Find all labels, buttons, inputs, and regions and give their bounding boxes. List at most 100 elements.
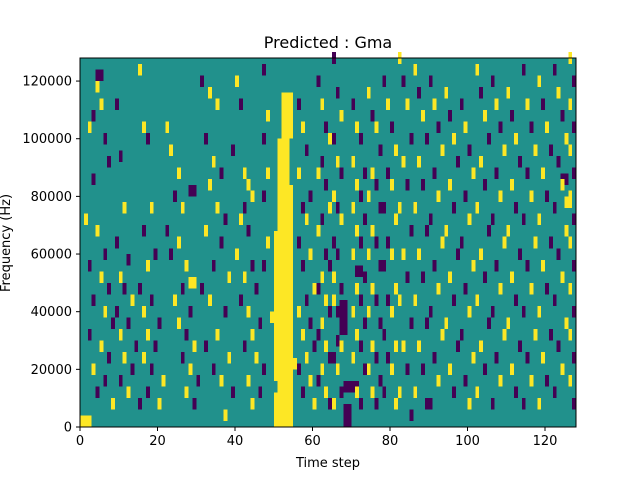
heatmap-cell (122, 282, 127, 295)
heatmap-cell (417, 248, 422, 260)
heatmap-cell (300, 202, 305, 214)
heatmap-cell (83, 213, 88, 226)
heatmap-cell (324, 248, 329, 260)
heatmap-cell (514, 294, 518, 306)
heatmap-cell (351, 305, 356, 318)
heatmap-cell (417, 340, 422, 353)
heatmap-cell (514, 202, 518, 214)
heatmap-cell (386, 167, 391, 180)
heatmap-cell (328, 352, 332, 364)
heatmap-cell (459, 98, 464, 110)
heatmap-cell (161, 375, 166, 387)
heatmap-cell (188, 363, 193, 376)
heatmap-band-low (95, 69, 104, 82)
heatmap-cell (250, 190, 255, 203)
heatmap-cell (180, 352, 185, 364)
heatmap-cell (238, 294, 243, 306)
heatmap-band-high (273, 392, 278, 427)
heatmap-cell (556, 248, 561, 260)
heatmap-cell (436, 190, 441, 203)
heatmap-cell (374, 236, 379, 249)
heatmap-cell (436, 375, 441, 387)
heatmap-cell (223, 409, 228, 422)
heatmap-cell (297, 363, 301, 376)
heatmap-cell (374, 352, 379, 364)
heatmap-cell (521, 305, 526, 318)
heatmap-cell (463, 282, 468, 295)
heatmap-cell (409, 225, 414, 237)
heatmap-cell (545, 121, 549, 133)
heatmap-cell (300, 328, 305, 341)
heatmap-cell (428, 213, 433, 226)
heatmap-cell (405, 179, 410, 191)
heatmap-cell (521, 63, 526, 76)
heatmap-cell (262, 132, 267, 145)
heatmap-cell (145, 328, 150, 341)
heatmap-cell (362, 167, 367, 180)
heatmap-cell (324, 179, 329, 191)
heatmap-cell (552, 63, 557, 76)
heatmap-cell (316, 328, 321, 341)
heatmap-cell (362, 213, 367, 226)
heatmap-cell (180, 202, 185, 214)
heatmap-cell (258, 317, 263, 329)
heatmap-cell (490, 75, 495, 87)
heatmap-cell (211, 363, 216, 376)
heatmap-cell (467, 398, 472, 410)
heatmap-cell (335, 248, 340, 260)
heatmap-cell (382, 75, 387, 87)
heatmap-cell (525, 352, 530, 364)
heatmap-band-high (293, 357, 298, 370)
heatmap-cell (490, 305, 495, 318)
heatmap-cell (494, 98, 499, 110)
heatmap-cell (409, 409, 414, 422)
heatmap-cell (95, 386, 100, 399)
heatmap-cell (107, 156, 112, 168)
heatmap-cell (184, 259, 189, 272)
heatmap-cell (572, 167, 577, 180)
heatmap-cell (455, 156, 460, 168)
heatmap-cell (560, 109, 565, 122)
heatmap-cell (378, 202, 383, 214)
heatmap-cell (378, 144, 383, 157)
heatmap-cell (355, 225, 360, 237)
heatmap-cell (320, 98, 325, 110)
heatmap-cell (122, 352, 127, 364)
heatmap-cell (475, 202, 480, 214)
heatmap-cell (176, 167, 181, 180)
y-tick-label: 20000 (31, 363, 72, 378)
heatmap-cell (99, 98, 104, 110)
heatmap-cell (390, 248, 394, 260)
heatmap-cell (494, 352, 499, 364)
heatmap-cell (510, 109, 515, 122)
heatmap-cell (405, 98, 410, 110)
heatmap-cell (316, 282, 321, 295)
heatmap-cell (409, 132, 414, 145)
heatmap-cell (138, 63, 143, 76)
heatmap-cell (142, 305, 146, 318)
heatmap-cell (204, 225, 208, 237)
heatmap-cell (390, 305, 394, 318)
heatmap-cell (525, 167, 530, 180)
heatmap-cell (184, 386, 189, 399)
heatmap-cell (316, 75, 321, 87)
heatmap-cell (564, 225, 569, 237)
heatmap-cell (424, 132, 429, 145)
heatmap-cell (223, 305, 228, 318)
heatmap-cell (393, 213, 398, 226)
heatmap-cell (165, 121, 170, 133)
heatmap-cell (393, 398, 398, 410)
x-tick-label: 40 (227, 434, 244, 449)
heatmap-cell (390, 121, 394, 133)
heatmap-cell (444, 317, 449, 329)
heatmap-cell (335, 86, 340, 99)
y-tick-label: 100000 (22, 132, 72, 147)
heatmap-cell (541, 98, 546, 110)
heatmap-cell (397, 386, 402, 399)
heatmap-cell (308, 248, 313, 260)
heatmap-cell (432, 352, 437, 364)
heatmap-cell (355, 386, 360, 399)
heatmap-cell (262, 363, 267, 376)
heatmap-cell (223, 213, 228, 226)
heatmap-cell (498, 282, 503, 295)
